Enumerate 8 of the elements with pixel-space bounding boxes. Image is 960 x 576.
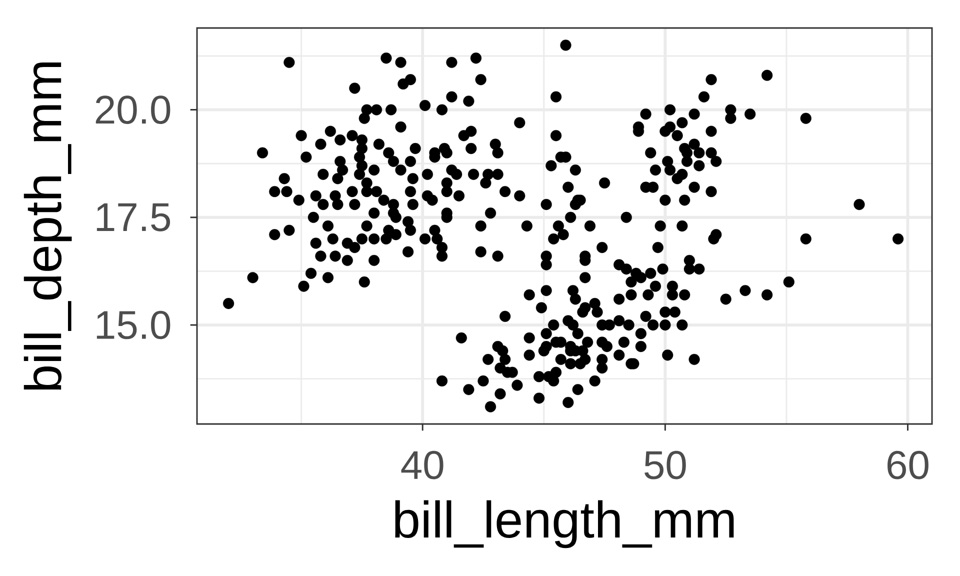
y-axis-title: bill_depth_mm [24,62,72,390]
x-tick-label: 40 [401,450,444,480]
x-axis-title: bill_length_mm [395,500,734,548]
y-tick-label: 15.0 [96,310,170,340]
x-tick-label: 50 [644,450,686,480]
y-tick-label: 20.0 [96,96,170,124]
y-tick-label: 17.5 [96,203,170,232]
x-tick-label: 60 [888,450,928,480]
